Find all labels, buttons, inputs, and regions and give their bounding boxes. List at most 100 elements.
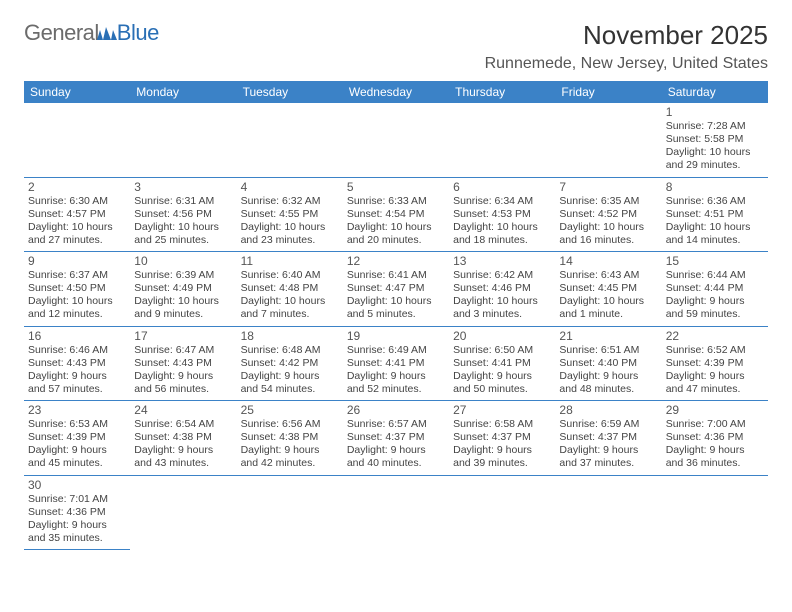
calendar-cell [343, 103, 449, 177]
day-number: 12 [347, 254, 445, 268]
calendar-cell: 27Sunrise: 6:58 AMSunset: 4:37 PMDayligh… [449, 401, 555, 476]
sunset-text: Sunset: 4:40 PM [559, 357, 657, 370]
sunrise-text: Sunrise: 6:42 AM [453, 269, 551, 282]
sunrise-text: Sunrise: 6:51 AM [559, 344, 657, 357]
sunset-text: Sunset: 4:44 PM [666, 282, 764, 295]
sunset-text: Sunset: 4:55 PM [241, 208, 339, 221]
daylight-text: and 50 minutes. [453, 383, 551, 396]
sunrise-text: Sunrise: 6:47 AM [134, 344, 232, 357]
daylight-text: Daylight: 10 hours [347, 295, 445, 308]
sunset-text: Sunset: 4:43 PM [134, 357, 232, 370]
day-number: 2 [28, 180, 126, 194]
sunset-text: Sunset: 4:43 PM [28, 357, 126, 370]
day-number: 28 [559, 403, 657, 417]
day-number: 1 [666, 105, 764, 119]
daylight-text: Daylight: 10 hours [559, 295, 657, 308]
day-number: 21 [559, 329, 657, 343]
calendar-cell: 1Sunrise: 7:28 AMSunset: 5:58 PMDaylight… [662, 103, 768, 177]
sunset-text: Sunset: 4:57 PM [28, 208, 126, 221]
day-info: Sunrise: 6:43 AMSunset: 4:45 PMDaylight:… [559, 269, 657, 322]
sunset-text: Sunset: 4:37 PM [347, 431, 445, 444]
daylight-text: Daylight: 10 hours [241, 295, 339, 308]
sunrise-text: Sunrise: 6:37 AM [28, 269, 126, 282]
sunrise-text: Sunrise: 7:28 AM [666, 120, 764, 133]
daylight-text: and 18 minutes. [453, 234, 551, 247]
sunrise-text: Sunrise: 6:53 AM [28, 418, 126, 431]
calendar-cell: 26Sunrise: 6:57 AMSunset: 4:37 PMDayligh… [343, 401, 449, 476]
daylight-text: and 45 minutes. [28, 457, 126, 470]
sunrise-text: Sunrise: 6:36 AM [666, 195, 764, 208]
sunset-text: Sunset: 4:39 PM [666, 357, 764, 370]
calendar-table: Sunday Monday Tuesday Wednesday Thursday… [24, 81, 768, 550]
day-info: Sunrise: 6:41 AMSunset: 4:47 PMDaylight:… [347, 269, 445, 322]
day-number: 18 [241, 329, 339, 343]
day-number: 29 [666, 403, 764, 417]
daylight-text: Daylight: 9 hours [241, 370, 339, 383]
sunset-text: Sunset: 4:56 PM [134, 208, 232, 221]
daylight-text: and 27 minutes. [28, 234, 126, 247]
daylight-text: and 20 minutes. [347, 234, 445, 247]
day-info: Sunrise: 6:37 AMSunset: 4:50 PMDaylight:… [28, 269, 126, 322]
calendar-row: 9Sunrise: 6:37 AMSunset: 4:50 PMDaylight… [24, 252, 768, 327]
calendar-row: 23Sunrise: 6:53 AMSunset: 4:39 PMDayligh… [24, 401, 768, 476]
daylight-text: Daylight: 10 hours [453, 295, 551, 308]
sunset-text: Sunset: 4:47 PM [347, 282, 445, 295]
sunrise-text: Sunrise: 6:40 AM [241, 269, 339, 282]
daylight-text: Daylight: 9 hours [134, 370, 232, 383]
logo-part2: Blue [117, 20, 159, 46]
daylight-text: and 25 minutes. [134, 234, 232, 247]
calendar-row: 1Sunrise: 7:28 AMSunset: 5:58 PMDaylight… [24, 103, 768, 177]
day-info: Sunrise: 6:35 AMSunset: 4:52 PMDaylight:… [559, 195, 657, 248]
day-number: 22 [666, 329, 764, 343]
day-info: Sunrise: 6:30 AMSunset: 4:57 PMDaylight:… [28, 195, 126, 248]
calendar-cell [130, 475, 236, 550]
day-info: Sunrise: 6:54 AMSunset: 4:38 PMDaylight:… [134, 418, 232, 471]
day-number: 3 [134, 180, 232, 194]
daylight-text: Daylight: 10 hours [134, 221, 232, 234]
daylight-text: Daylight: 9 hours [559, 444, 657, 457]
daylight-text: Daylight: 10 hours [28, 221, 126, 234]
day-info: Sunrise: 6:59 AMSunset: 4:37 PMDaylight:… [559, 418, 657, 471]
calendar-cell: 3Sunrise: 6:31 AMSunset: 4:56 PMDaylight… [130, 177, 236, 252]
weekday-header: Wednesday [343, 81, 449, 103]
weekday-header: Thursday [449, 81, 555, 103]
day-number: 16 [28, 329, 126, 343]
weekday-header: Sunday [24, 81, 130, 103]
calendar-row: 2Sunrise: 6:30 AMSunset: 4:57 PMDaylight… [24, 177, 768, 252]
weekday-header: Tuesday [237, 81, 343, 103]
day-info: Sunrise: 6:51 AMSunset: 4:40 PMDaylight:… [559, 344, 657, 397]
daylight-text: Daylight: 9 hours [559, 370, 657, 383]
daylight-text: and 42 minutes. [241, 457, 339, 470]
calendar-cell: 4Sunrise: 6:32 AMSunset: 4:55 PMDaylight… [237, 177, 343, 252]
day-info: Sunrise: 6:32 AMSunset: 4:55 PMDaylight:… [241, 195, 339, 248]
day-info: Sunrise: 6:46 AMSunset: 4:43 PMDaylight:… [28, 344, 126, 397]
day-info: Sunrise: 6:52 AMSunset: 4:39 PMDaylight:… [666, 344, 764, 397]
brand-logo: General Blue [24, 20, 159, 46]
sunset-text: Sunset: 4:42 PM [241, 357, 339, 370]
calendar-cell: 14Sunrise: 6:43 AMSunset: 4:45 PMDayligh… [555, 252, 661, 327]
sunset-text: Sunset: 4:50 PM [28, 282, 126, 295]
daylight-text: Daylight: 9 hours [347, 444, 445, 457]
calendar-cell: 15Sunrise: 6:44 AMSunset: 4:44 PMDayligh… [662, 252, 768, 327]
daylight-text: and 54 minutes. [241, 383, 339, 396]
sunset-text: Sunset: 4:39 PM [28, 431, 126, 444]
daylight-text: Daylight: 9 hours [453, 444, 551, 457]
sunrise-text: Sunrise: 6:56 AM [241, 418, 339, 431]
day-info: Sunrise: 7:28 AMSunset: 5:58 PMDaylight:… [666, 120, 764, 173]
sunrise-text: Sunrise: 7:01 AM [28, 493, 126, 506]
daylight-text: and 12 minutes. [28, 308, 126, 321]
weekday-header: Saturday [662, 81, 768, 103]
calendar-cell [237, 103, 343, 177]
day-info: Sunrise: 6:47 AMSunset: 4:43 PMDaylight:… [134, 344, 232, 397]
sunset-text: Sunset: 4:36 PM [28, 506, 126, 519]
sunset-text: Sunset: 4:38 PM [134, 431, 232, 444]
daylight-text: and 7 minutes. [241, 308, 339, 321]
sunset-text: Sunset: 4:46 PM [453, 282, 551, 295]
day-info: Sunrise: 6:34 AMSunset: 4:53 PMDaylight:… [453, 195, 551, 248]
day-number: 4 [241, 180, 339, 194]
day-number: 24 [134, 403, 232, 417]
sunset-text: Sunset: 4:37 PM [559, 431, 657, 444]
day-info: Sunrise: 6:31 AMSunset: 4:56 PMDaylight:… [134, 195, 232, 248]
daylight-text: Daylight: 9 hours [28, 370, 126, 383]
daylight-text: Daylight: 9 hours [453, 370, 551, 383]
